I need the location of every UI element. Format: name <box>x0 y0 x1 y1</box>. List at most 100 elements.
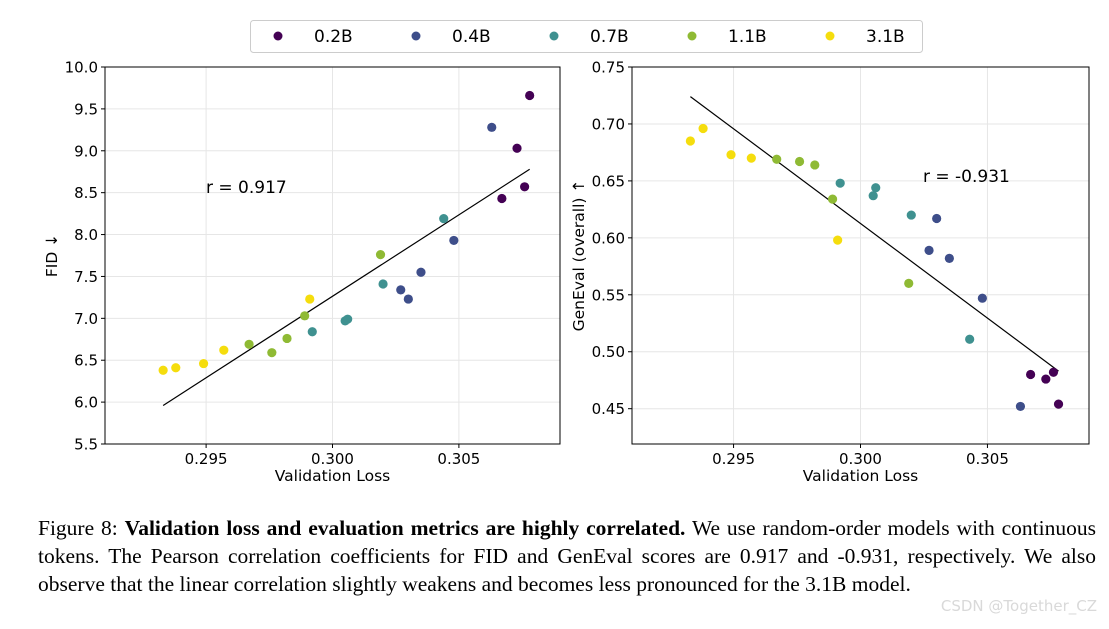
y-tick-label: 6.0 <box>74 394 98 412</box>
legend-item-0.7B: 0.7B <box>549 27 629 47</box>
x-axis-label: Validation Loss <box>803 467 918 485</box>
data-point <box>835 178 845 188</box>
legend-label: 0.4B <box>452 27 491 47</box>
legend-item-3.1B: 3.1B <box>825 27 905 47</box>
y-tick-label: 0.55 <box>592 286 625 304</box>
data-point <box>772 154 782 164</box>
chart-1: 5.5 6.0 6.5 7.0 7.5 8.0 8.5 9.0 9.5 10.0 0.295 0.30… <box>43 59 561 485</box>
data-point <box>868 191 878 201</box>
plot-frame <box>631 66 1090 445</box>
data-point <box>904 278 914 289</box>
data-point <box>810 160 820 170</box>
data-point <box>1015 401 1026 412</box>
data-point <box>282 333 292 344</box>
legend-item-1.1B: 1.1B <box>687 27 767 47</box>
series-0.7B <box>307 214 449 337</box>
data-point <box>219 345 229 355</box>
y-tick-label: 0.45 <box>592 400 625 418</box>
data-point <box>267 348 277 358</box>
fit-line <box>162 168 530 406</box>
series-0.4B <box>396 122 497 304</box>
fit-line <box>690 96 1059 372</box>
legend-marker <box>411 31 421 41</box>
data-point <box>746 153 756 163</box>
data-point <box>396 285 406 295</box>
legend-frame <box>250 20 923 53</box>
legend-marker <box>549 31 559 41</box>
data-point <box>378 279 388 289</box>
data-point <box>924 245 934 255</box>
data-point <box>685 136 695 146</box>
data-point <box>794 156 805 167</box>
watermark: CSDN @Together_CZ <box>940 597 1097 615</box>
series-1.1B <box>772 154 914 289</box>
y-tick-label: 0.75 <box>592 59 625 77</box>
y-axis-label: GenEval (overall) ↑ <box>570 180 588 332</box>
caption-bold: Validation loss and evaluation metrics a… <box>124 516 686 540</box>
data-point <box>1053 399 1064 409</box>
data-point <box>300 311 310 321</box>
data-point <box>520 182 530 192</box>
y-tick-label: 10.0 <box>65 59 98 77</box>
data-point <box>1048 367 1059 377</box>
caption-body: We use random-order models with continuo… <box>38 516 1097 596</box>
data-point <box>871 183 881 193</box>
series-1.1B <box>244 250 386 358</box>
x-tick-label: 0.305 <box>437 450 480 468</box>
y-tick-label: 5.5 <box>74 436 98 454</box>
legend-marker <box>687 31 697 41</box>
data-point <box>932 213 942 224</box>
data-point <box>965 334 975 344</box>
y-tick-label: 0.60 <box>592 229 625 247</box>
data-point <box>305 294 315 304</box>
data-point <box>512 143 522 153</box>
y-tick-label: 0.70 <box>592 115 625 133</box>
legend: 0.2B 0.4B 0.7B 1.1B 3.1B <box>250 20 923 53</box>
legend-marker <box>825 31 835 41</box>
figure-caption: Figure 8: Validation loss and evaluation… <box>38 514 1096 598</box>
x-tick-label: 0.300 <box>311 450 354 468</box>
y-tick-label: 6.5 <box>74 352 98 370</box>
y-tick-label: 0.50 <box>592 343 625 361</box>
data-point <box>698 123 708 134</box>
data-point <box>1041 374 1051 384</box>
x-tick-label: 0.305 <box>966 450 1009 468</box>
correlation-annotation: r = 0.917 <box>206 178 287 198</box>
data-point <box>1026 369 1036 380</box>
y-axis-label: FID ↓ <box>43 234 61 277</box>
caption-label: Figure 8: <box>38 516 118 540</box>
legend-label: 0.2B <box>314 27 353 47</box>
y-tick-label: 0.65 <box>592 172 625 190</box>
y-tick-label: 9.0 <box>74 142 98 160</box>
data-point <box>375 250 386 260</box>
x-tick-label: 0.295 <box>712 450 755 468</box>
y-tick-label: 8.5 <box>74 184 98 202</box>
series-0.2B <box>1026 367 1064 409</box>
x-axis-label: Validation Loss <box>275 467 390 485</box>
data-point <box>198 358 209 369</box>
y-tick-label: 7.0 <box>74 310 98 328</box>
legend-label: 3.1B <box>866 27 905 47</box>
x-tick-label: 0.300 <box>839 450 882 468</box>
data-point <box>525 90 535 101</box>
data-point <box>307 327 317 337</box>
correlation-annotation: r = -0.931 <box>923 167 1010 187</box>
legend-marker <box>273 31 283 41</box>
data-point <box>343 314 353 324</box>
series-0.4B <box>924 213 1026 412</box>
data-point <box>726 150 736 160</box>
data-point <box>449 235 459 246</box>
legend-item-0.2B: 0.2B <box>273 27 353 47</box>
chart-2: 0.45 0.50 0.55 0.60 0.65 0.70 0.75 0.295 0.300 0.… <box>570 59 1090 485</box>
y-tick-label: 7.5 <box>74 268 98 286</box>
data-point <box>171 363 181 373</box>
data-point <box>439 214 449 224</box>
legend-label: 1.1B <box>728 27 767 47</box>
data-point <box>497 193 507 204</box>
x-tick-label: 0.295 <box>185 450 228 468</box>
data-point <box>944 253 954 263</box>
series-0.2B <box>497 90 535 204</box>
plot-frame <box>104 66 561 445</box>
data-point <box>158 365 168 375</box>
data-point <box>244 339 254 349</box>
